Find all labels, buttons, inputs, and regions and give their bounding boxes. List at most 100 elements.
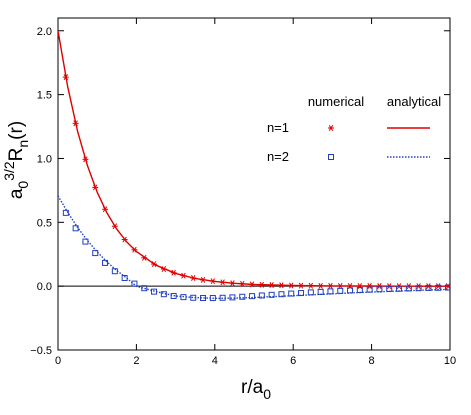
- numerical-point: [298, 282, 305, 289]
- y-axis-title-sub: 0: [15, 181, 31, 189]
- numerical-point: [366, 286, 373, 293]
- numerical-point: [62, 209, 69, 216]
- numerical-point: [180, 272, 187, 279]
- numerical-point: [435, 284, 442, 291]
- numerical-point: [405, 285, 412, 292]
- x-tick-label: 0: [55, 355, 61, 367]
- numerical-point: [141, 285, 148, 292]
- numerical-point: [190, 294, 197, 301]
- numerical-point: [337, 283, 344, 290]
- legend-marker-n=1: [328, 125, 334, 131]
- x-tick-label: 10: [444, 355, 456, 367]
- numerical-point: [190, 275, 197, 281]
- numerical-point: [356, 286, 363, 293]
- numerical-point: [92, 250, 99, 257]
- numerical-point: [82, 238, 89, 245]
- y-tick-label: 0.0: [37, 281, 52, 293]
- numerical-point: [239, 293, 246, 300]
- series-layer: [58, 30, 450, 302]
- numerical-point: [72, 120, 79, 127]
- x-tick-label: 8: [369, 355, 375, 367]
- numerical-point: [209, 278, 216, 285]
- numerical-point: [92, 184, 99, 191]
- numerical-point: [366, 283, 373, 290]
- numerical-point: [268, 282, 275, 288]
- y-tick-label: 0.5: [37, 217, 52, 229]
- numerical-point: [180, 294, 187, 301]
- legend-label-n=1: n=1: [267, 120, 289, 135]
- y-axis-title-sup: 3/2: [1, 161, 17, 181]
- numerical-point: [258, 292, 265, 299]
- legend: numerical analytical n=1 n=2: [267, 94, 441, 164]
- y-axis-title: a03/2Rn(r): [1, 121, 31, 199]
- numerical-point: [200, 276, 207, 283]
- numerical-point: [111, 223, 118, 230]
- numerical-point: [288, 290, 295, 297]
- numerical-point: [229, 294, 236, 301]
- numerical-point: [62, 74, 69, 81]
- analytical-line-series-1: [58, 30, 450, 287]
- x-tick-label: 2: [133, 355, 139, 367]
- numerical-point: [278, 291, 285, 298]
- numerical-point: [288, 282, 295, 289]
- numerical-point: [239, 280, 246, 287]
- numerical-point: [386, 285, 393, 292]
- plot-frame: [57, 17, 451, 351]
- numerical-point: [102, 259, 109, 266]
- numerical-point: [249, 293, 256, 300]
- y-tick-label: −0.5: [30, 345, 52, 357]
- numerical-point: [111, 268, 118, 275]
- numerical-point: [425, 284, 432, 291]
- numerical-point: [229, 280, 236, 287]
- numerical-point: [307, 289, 314, 296]
- numerical-point: [307, 282, 314, 289]
- x-axis-title-base: r/a: [241, 377, 264, 398]
- numerical-point: [249, 281, 256, 288]
- numerical-point: [415, 285, 422, 292]
- numerical-point: [200, 295, 207, 302]
- numerical-point: [131, 280, 138, 287]
- numerical-point: [298, 290, 305, 297]
- axes: 0 2 4 6 8 10 −0.5 0.0 0.5 1.0 1.5 2.0: [30, 17, 456, 367]
- x-tick-label: 6: [290, 355, 296, 367]
- series-2: [58, 195, 450, 302]
- y-tick-label: 1.0: [37, 153, 52, 165]
- numerical-point: [327, 288, 334, 295]
- numerical-point: [347, 287, 354, 294]
- numerical-point: [170, 292, 177, 299]
- legend-header-analytical: analytical: [387, 94, 441, 109]
- numerical-point: [151, 261, 158, 268]
- numerical-point: [102, 206, 109, 213]
- legend-marker-n=2: [328, 154, 334, 160]
- x-axis-title-sub: 0: [263, 386, 271, 402]
- y-tick-label: 1.5: [37, 90, 52, 102]
- numerical-point: [121, 274, 128, 281]
- y-axis-title-main-sub: n: [15, 140, 31, 148]
- numerical-point: [445, 284, 450, 291]
- numerical-point: [121, 236, 128, 243]
- numerical-point: [141, 254, 148, 261]
- numerical-point: [82, 156, 89, 163]
- numerical-point: [376, 283, 383, 290]
- legend-label-n=2: n=2: [267, 149, 289, 164]
- numerical-point: [317, 288, 324, 295]
- legend-header-numerical: numerical: [308, 94, 364, 109]
- y-axis-title-base: a: [6, 188, 27, 199]
- numerical-point: [317, 282, 324, 289]
- numerical-point: [131, 246, 138, 253]
- numerical-point: [209, 295, 216, 302]
- numerical-point: [327, 282, 334, 289]
- numerical-point: [160, 266, 167, 273]
- analytical-line-series-2: [58, 195, 450, 300]
- numerical-point: [170, 269, 177, 276]
- numerical-point: [219, 294, 226, 301]
- y-axis-title-tail: (r): [6, 121, 27, 140]
- numerical-point: [376, 286, 383, 293]
- x-axis-title: r/a0: [241, 377, 271, 402]
- numerical-point: [219, 279, 226, 286]
- numerical-point: [72, 225, 79, 232]
- y-axis-title-main: R: [6, 148, 27, 162]
- x-tick-label: 4: [212, 355, 218, 367]
- numerical-point: [396, 285, 403, 292]
